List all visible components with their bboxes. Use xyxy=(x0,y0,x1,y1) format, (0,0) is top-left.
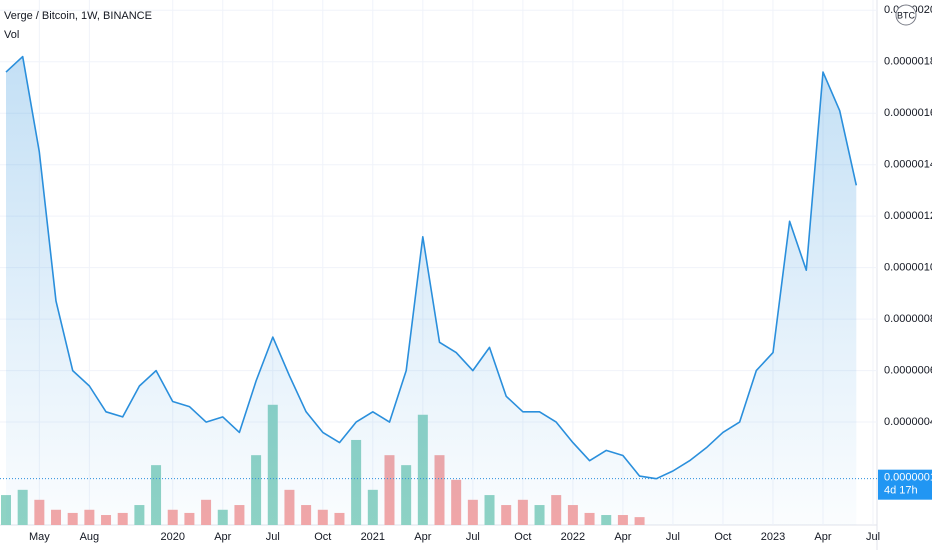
x-tick-label: Aug xyxy=(80,531,100,543)
plot xyxy=(0,55,877,525)
y-tick-label: 0.00000160 xyxy=(884,107,932,119)
y-tick-label: 0.00000120 xyxy=(884,210,932,222)
x-tick-label: Apr xyxy=(414,531,431,543)
x-tick-label: Apr xyxy=(614,531,631,543)
x-tick-label: 2022 xyxy=(561,531,585,543)
x-tick-label: Apr xyxy=(814,531,831,543)
x-tick-label: 2020 xyxy=(160,531,184,543)
x-tick-label: Oct xyxy=(514,531,531,543)
x-tick-label: 2021 xyxy=(361,531,385,543)
x-tick-label: Oct xyxy=(714,531,731,543)
last-price-label: 0.00000018 xyxy=(884,472,932,484)
chart-title: Verge / Bitcoin, 1W, BINANCE xyxy=(4,10,152,22)
y-tick-label: 0.00000140 xyxy=(884,159,932,171)
y-tick-label: 0.00000040 xyxy=(884,416,932,428)
x-tick-label: Jul xyxy=(666,531,680,543)
y-tick-label: 0.00000080 xyxy=(884,313,932,325)
currency-label[interactable]: BTC xyxy=(897,10,916,20)
countdown: 4d 17h xyxy=(884,485,918,497)
x-tick-label: Jul xyxy=(866,531,880,543)
last-price-box xyxy=(878,469,932,500)
currency-icon[interactable] xyxy=(895,4,917,26)
x-tick-label: Oct xyxy=(314,531,331,543)
volume-label: Vol xyxy=(4,29,19,41)
x-tick-label: 2023 xyxy=(761,531,785,543)
y-tick-label: 0.00000100 xyxy=(884,262,932,274)
x-tick-label: Jul xyxy=(266,531,280,543)
y-tick-label: 0.00000060 xyxy=(884,364,932,376)
y-tick-label: 0.00000180 xyxy=(884,56,932,68)
price-line xyxy=(5,55,858,480)
x-tick-label: Jul xyxy=(466,531,480,543)
x-tick-label: May xyxy=(29,531,50,543)
x-tick-label: Apr xyxy=(214,531,231,543)
